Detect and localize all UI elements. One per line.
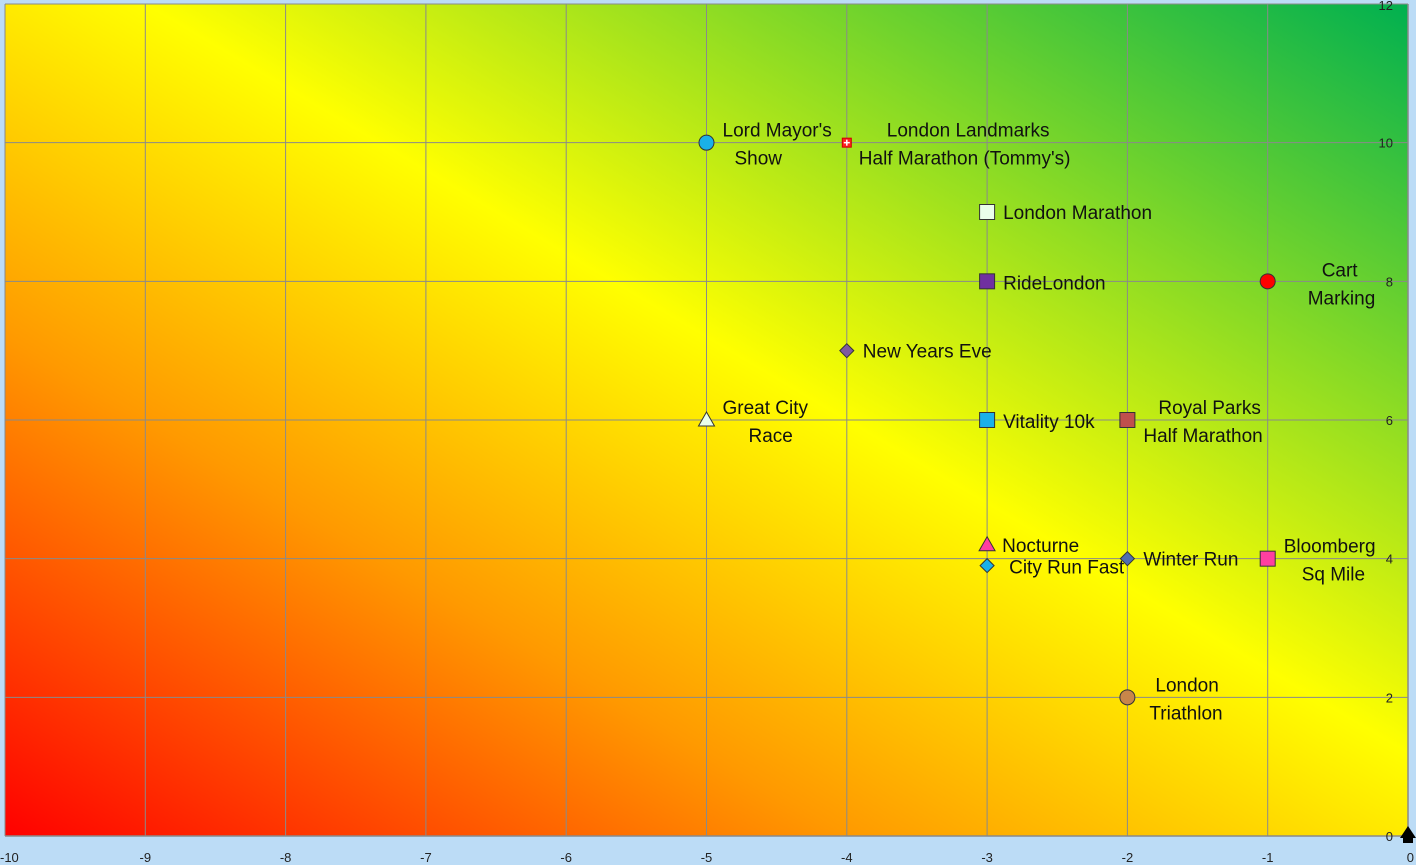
y-tick-label: 6 bbox=[1386, 413, 1393, 428]
point-marker bbox=[1119, 689, 1136, 706]
point-label: Half Marathon bbox=[1143, 426, 1262, 447]
point-marker bbox=[979, 412, 996, 428]
point-label: Triathlon bbox=[1149, 703, 1222, 724]
point-label: Winter Run bbox=[1143, 550, 1238, 571]
x-tick-label: -9 bbox=[140, 850, 152, 865]
y-tick-label: 8 bbox=[1386, 274, 1393, 289]
data-points: Lord Mayor's Show London Landmarks Half Mar… bbox=[697, 121, 1376, 724]
point-label: Cart bbox=[1322, 260, 1359, 281]
origin-marker-icon bbox=[1400, 826, 1416, 843]
data-point: London Landmarks Half Marathon (Tommy's) bbox=[841, 121, 1071, 170]
data-point: Bloomberg Sq Mile bbox=[1259, 537, 1376, 586]
data-point: Royal Parks Half Marathon bbox=[1119, 398, 1263, 447]
point-marker bbox=[698, 134, 715, 151]
point-label: London Marathon bbox=[1003, 203, 1152, 224]
point-label: Bloomberg bbox=[1284, 537, 1376, 558]
point-marker bbox=[697, 410, 716, 427]
x-tick-label: -5 bbox=[701, 850, 713, 865]
point-marker bbox=[1259, 550, 1276, 567]
point-marker bbox=[839, 342, 855, 359]
data-point: Cart Marking bbox=[1259, 260, 1376, 309]
data-point: Vitality 10k bbox=[979, 412, 1095, 433]
point-label: London bbox=[1155, 675, 1218, 696]
point-label: Great City bbox=[723, 398, 809, 419]
x-tick-label: -6 bbox=[560, 850, 572, 865]
point-label: RideLondon bbox=[1003, 273, 1105, 294]
point-label: Royal Parks bbox=[1158, 398, 1260, 419]
data-point: Lord Mayor's Show bbox=[698, 121, 832, 170]
point-marker bbox=[1119, 412, 1136, 428]
point-marker bbox=[979, 557, 995, 574]
point-marker bbox=[979, 273, 996, 290]
data-point: London Marathon bbox=[979, 203, 1152, 224]
x-tick-label: -4 bbox=[841, 850, 853, 865]
data-point: RideLondon bbox=[979, 273, 1106, 294]
point-marker bbox=[1119, 550, 1136, 567]
y-tick-label: 2 bbox=[1386, 690, 1393, 705]
y-tick-label: 0 bbox=[1386, 829, 1393, 844]
y-tick-label: 4 bbox=[1386, 552, 1393, 567]
y-tick-label: 10 bbox=[1379, 136, 1393, 151]
point-label: Marking bbox=[1308, 288, 1376, 309]
point-label: Vitality 10k bbox=[1003, 412, 1095, 433]
data-point: New Years Eve bbox=[839, 342, 992, 363]
x-tick-label: -7 bbox=[420, 850, 432, 865]
point-label: London Landmarks bbox=[887, 121, 1050, 142]
point-label: City Run Fast bbox=[1009, 558, 1125, 579]
y-tick-label: 12 bbox=[1379, 0, 1393, 13]
point-label: Lord Mayor's bbox=[723, 121, 832, 142]
point-marker bbox=[978, 535, 996, 552]
x-tick-label: -1 bbox=[1262, 850, 1274, 865]
x-tick-label: -2 bbox=[1122, 850, 1134, 865]
data-point: London Triathlon bbox=[1119, 675, 1223, 724]
point-label: New Years Eve bbox=[863, 342, 992, 363]
x-tick-label: -8 bbox=[280, 850, 292, 865]
data-point: Nocturne bbox=[978, 535, 1079, 557]
point-label: Sq Mile bbox=[1302, 565, 1365, 586]
x-tick-label: -10 bbox=[0, 850, 19, 865]
point-label: Nocturne bbox=[1002, 536, 1079, 557]
point-marker bbox=[1259, 273, 1276, 290]
point-label: Race bbox=[749, 426, 793, 447]
point-marker bbox=[979, 204, 996, 220]
data-point: City Run Fast bbox=[979, 557, 1125, 579]
point-label: Half Marathon (Tommy's) bbox=[859, 149, 1071, 170]
data-point: Winter Run bbox=[1119, 550, 1238, 571]
data-point: Great City Race bbox=[697, 398, 809, 447]
point-label: Show bbox=[735, 149, 783, 170]
x-tick-label: -3 bbox=[981, 850, 993, 865]
x-tick-label: 0 bbox=[1407, 850, 1414, 865]
